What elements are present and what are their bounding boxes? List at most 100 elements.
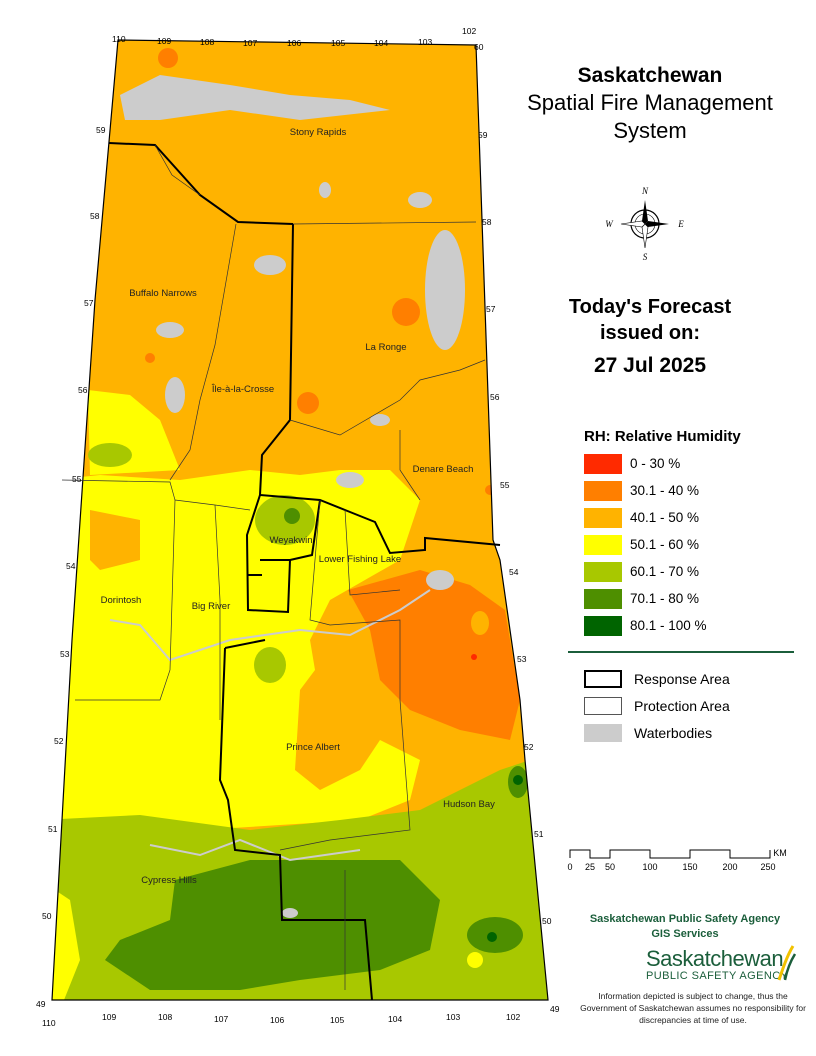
lat-55-left: 55: [72, 474, 82, 484]
lat-56-left: 56: [78, 385, 88, 395]
place-denare-beach: Denare Beach: [413, 464, 474, 475]
map-title: Saskatchewan: [577, 64, 723, 87]
lon-top-103: 103: [418, 37, 432, 47]
legend-response-label: Response Area: [634, 671, 730, 687]
legend-swatch: [584, 616, 622, 636]
map-subtitle-line2: System: [613, 118, 687, 143]
legend-swatch: [584, 562, 622, 582]
scale-tick: 250: [760, 862, 775, 872]
lon-bottom-109: 109: [102, 1012, 116, 1022]
scale-tick: 100: [642, 862, 657, 872]
forecast-issued-label: issued on:: [599, 322, 700, 344]
lon-bottom-104: 104: [388, 1014, 402, 1024]
legend-label: 70.1 - 80 %: [630, 591, 700, 606]
place-la-ronge: La Ronge: [365, 342, 406, 353]
legend-swatch: [584, 508, 622, 528]
legend-label: 80.1 - 100 %: [630, 618, 707, 633]
lon-bottom-108: 108: [158, 1012, 172, 1022]
wheat-logo-icon: [777, 945, 797, 981]
scale-tick: 150: [682, 862, 697, 872]
lon-top-108: 108: [200, 37, 214, 47]
lat-52-left: 52: [54, 736, 64, 746]
compass-west: W: [605, 219, 614, 229]
lat-50-right: 50: [542, 916, 552, 926]
lat-51-right: 51: [534, 829, 544, 839]
compass-rose-icon: N S W E: [605, 186, 684, 262]
lon-bottom-106: 106: [270, 1015, 284, 1025]
lon-top-107: 107: [243, 38, 257, 48]
lon-bottom-107: 107: [214, 1014, 228, 1024]
legend-protection-swatch: [584, 697, 622, 715]
logo-subtitle: PUBLIC SAFETY AGENCY: [646, 970, 789, 982]
lat-59-right: 59: [478, 130, 488, 140]
legend-label: 50.1 - 60 %: [630, 537, 700, 552]
lon-top-104: 104: [374, 38, 388, 48]
agency-dept: GIS Services: [651, 928, 719, 940]
logo-wordmark: Saskatchewan: [646, 946, 784, 971]
lon-bottom-105: 105: [330, 1015, 344, 1025]
lon-top-110: 110: [112, 34, 126, 44]
lat-49-left: 49: [36, 999, 46, 1009]
lat-58-left: 58: [90, 211, 100, 221]
lat-57-right: 57: [486, 304, 496, 314]
legend-protection-label: Protection Area: [634, 698, 730, 714]
lat-53-right: 53: [517, 654, 527, 664]
agency-name: Saskatchewan Public Safety Agency: [589, 913, 781, 925]
lat-51-left: 51: [48, 824, 58, 834]
scale-tick: 25: [585, 862, 595, 872]
legend-response-swatch: [584, 670, 622, 688]
place-weyakwin: Weyakwin: [269, 535, 312, 546]
disclaimer: Information depicted is subject to chang…: [580, 991, 806, 1025]
scale-tick: 50: [605, 862, 615, 872]
place-dorintosh: Dorintosh: [101, 595, 142, 606]
legend-label: 40.1 - 50 %: [630, 510, 700, 525]
forecast-heading: Today's Forecast: [568, 296, 732, 318]
place-stony: Stony Rapids: [290, 127, 347, 138]
legend-label: 30.1 - 40 %: [630, 483, 700, 498]
legend-divider: [568, 651, 794, 653]
lon-bottom-110: 110: [42, 1018, 56, 1028]
lat-60: 60: [474, 42, 484, 52]
lat-57-left: 57: [84, 298, 94, 308]
scale-tick: 200: [722, 862, 737, 872]
scale-tick: 0: [567, 862, 572, 872]
lat-54-right: 54: [509, 567, 519, 577]
lat-50-left: 50: [42, 911, 52, 921]
agency-credit: Saskatchewan Public Safety Agency GIS Se…: [572, 912, 798, 942]
place-cypress-hills: Cypress Hills: [141, 875, 197, 886]
lon-bottom-103: 103: [446, 1012, 460, 1022]
compass-north: N: [641, 186, 649, 196]
compass-south: S: [643, 252, 648, 262]
lon-top-106: 106: [287, 38, 301, 48]
lat-54-left: 54: [66, 561, 76, 571]
lon-top-109: 109: [157, 36, 171, 46]
place-hudson-bay: Hudson Bay: [443, 799, 495, 810]
place-big-river: Big River: [192, 601, 231, 612]
lat-53-left: 53: [60, 649, 70, 659]
place-ile-a-la-crosse: Île-à-la-Crosse: [211, 384, 274, 395]
legend-waterbodies-label: Waterbodies: [634, 725, 713, 741]
lat-49-right: 49: [550, 1004, 560, 1014]
legend-waterbodies-swatch: [584, 724, 622, 742]
legend-swatch: [584, 454, 622, 474]
place-buffalo-narrows: Buffalo Narrows: [129, 288, 197, 299]
scale-unit: KM: [773, 848, 787, 858]
lon-top-102: 102: [462, 26, 476, 36]
lon-top-105: 105: [331, 38, 345, 48]
legend-title: RH: Relative Humidity: [584, 428, 741, 445]
legend-label: 60.1 - 70 %: [630, 564, 700, 579]
forecast-date: 27 Jul 2025: [593, 354, 707, 377]
compass-east: E: [677, 219, 684, 229]
lat-55-right: 55: [500, 480, 510, 490]
place-prince-albert: Prince Albert: [286, 742, 340, 753]
lat-59-left: 59: [96, 125, 106, 135]
lat-52-right: 52: [524, 742, 534, 752]
legend-swatch: [584, 481, 622, 501]
legend-swatch: [584, 589, 622, 609]
rh-map: 110 109 108 107 106 105 104 103 102 110 …: [36, 26, 560, 1028]
lat-56-right: 56: [490, 392, 500, 402]
lon-bottom-102: 102: [506, 1012, 520, 1022]
place-lower-fishing-lake: Lower Fishing Lake: [319, 554, 401, 565]
legend-swatch: [584, 535, 622, 555]
lat-58-right: 58: [482, 217, 492, 227]
